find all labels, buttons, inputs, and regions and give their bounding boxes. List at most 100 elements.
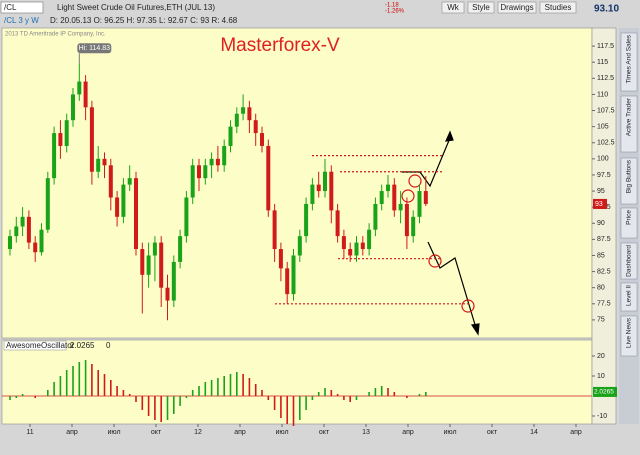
candle-body: [190, 165, 195, 198]
study-value: 2.0265: [70, 341, 95, 350]
x-tick-label: апр: [234, 429, 246, 436]
candle-body: [52, 133, 57, 179]
x-tick-label: июл: [107, 429, 120, 436]
y-tick-label: 10: [597, 373, 605, 380]
sidebar-tab[interactable]: [620, 282, 638, 312]
candle-body: [228, 126, 233, 146]
candle-body: [184, 197, 189, 237]
chart-title: Masterforex-V: [220, 35, 340, 56]
change-pct: -1.26%: [385, 9, 405, 15]
candle-body: [197, 165, 201, 179]
candle-body: [77, 81, 82, 95]
x-tick-label: июл: [275, 429, 288, 436]
candle-body: [215, 158, 220, 166]
sidebar-tab[interactable]: [620, 315, 638, 357]
toolbar-button[interactable]: [539, 1, 577, 14]
x-tick-label: окт: [319, 429, 330, 436]
sidebar-tab[interactable]: [620, 157, 638, 205]
y-tick-label: 95: [597, 188, 605, 195]
sidebar-tab-label: Times And Sales: [626, 34, 633, 83]
y-tick-label: 87.5: [597, 236, 611, 243]
candle-body: [178, 236, 183, 262]
candle-body: [165, 287, 170, 301]
change: -1.18: [385, 3, 399, 9]
candle-body: [134, 178, 138, 250]
oscillator-pane: [1, 339, 593, 425]
candle-body: [121, 184, 126, 217]
y-tick-label: 100: [597, 156, 609, 163]
price-axis: [591, 27, 617, 425]
copyright: 2013 TD Ameritrade IP Company, Inc.: [5, 32, 106, 38]
candle-body: [297, 236, 302, 256]
candle-body: [102, 158, 107, 166]
candle-body: [285, 268, 290, 295]
candle-body: [209, 158, 214, 166]
x-tick-label: 12: [194, 429, 202, 436]
candle-body: [291, 255, 296, 295]
sidebar-tab-label: Price: [626, 210, 633, 225]
chart-label: /CL 3 y W: [4, 16, 39, 25]
candle-body: [234, 113, 239, 127]
candle-body: [247, 107, 252, 121]
candle-body: [348, 249, 353, 256]
oscillator-tag: [593, 386, 617, 397]
y-tick-label: 80: [597, 285, 605, 292]
y-tick-label: 90: [597, 220, 605, 227]
candle-body: [341, 236, 346, 250]
circle: [461, 299, 475, 313]
y-tick-label: 107.5: [597, 107, 615, 114]
candle-body: [386, 184, 390, 192]
candle-body: [96, 158, 101, 172]
candle-body: [423, 191, 428, 204]
x-tick-label: апр: [570, 429, 582, 436]
candle-body: [316, 184, 321, 192]
candle-body: [58, 133, 63, 146]
sidebar-tab[interactable]: [620, 32, 638, 92]
y-tick-label: 110: [597, 91, 608, 98]
candle-body: [278, 249, 283, 269]
candle-body: [108, 165, 113, 198]
y-tick-label: 97.5: [597, 172, 611, 179]
current-price-tag: [593, 198, 607, 209]
x-tick-label: июл: [443, 429, 456, 436]
sidebar-tab[interactable]: [620, 242, 638, 280]
ohlc: D: 20.05.13 O: 96.25 H: 97.35 L: 92.67 C…: [50, 16, 238, 25]
oscillator-tag-label: 2.0265: [594, 389, 614, 396]
study-zero: 0: [106, 341, 111, 350]
candle-body: [253, 120, 258, 134]
candle-body: [89, 107, 94, 172]
candle-body: [404, 203, 409, 237]
circle-drawings: [401, 174, 475, 313]
y-tick-label: 77.5: [597, 301, 611, 308]
x-tick-label: 13: [362, 429, 370, 436]
toolbar-button[interactable]: [441, 1, 465, 14]
candle-body: [171, 261, 176, 301]
sidebar-tab[interactable]: [620, 207, 638, 239]
candle-body: [115, 197, 120, 217]
candle-body: [323, 171, 327, 192]
y-tick-label: 75: [597, 317, 605, 324]
candle-body: [373, 203, 378, 230]
sidebar-tab-label: Level II: [626, 285, 633, 306]
symbol-input[interactable]: [0, 1, 44, 14]
candle-body: [335, 210, 340, 237]
sidebar-tab[interactable]: [620, 95, 638, 153]
candle-body: [146, 255, 151, 275]
candle-body: [310, 184, 315, 204]
candle-body: [354, 242, 359, 256]
candle-body: [222, 145, 227, 166]
study-label-box[interactable]: [3, 340, 67, 351]
toolbar-button[interactable]: [467, 1, 495, 14]
y-tick-label: 112.5: [597, 75, 614, 82]
toolbar-button[interactable]: [497, 1, 537, 14]
price-pane: [1, 27, 593, 339]
arrowhead: [470, 323, 480, 336]
candle-body: [39, 229, 44, 253]
candle-body: [360, 242, 365, 250]
x-tick-label: 11: [26, 429, 33, 436]
high-label: Hi: 114.83: [79, 45, 110, 52]
candle-body: [367, 229, 372, 250]
candle-body: [83, 81, 88, 108]
